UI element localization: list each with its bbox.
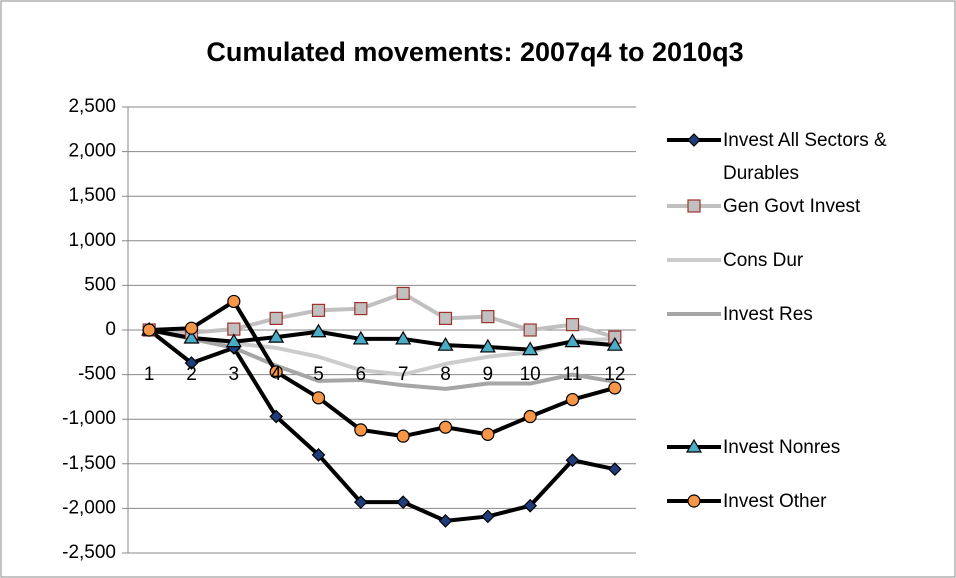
y-tick-label: -2,000 (62, 497, 116, 518)
y-tick-label: -1,000 (62, 408, 116, 429)
marker (438, 420, 453, 434)
legend-entry: Invest Nonres (665, 431, 955, 464)
legend-label: Invest Res (723, 304, 813, 325)
legend-entry: Invest Other (665, 485, 955, 518)
marker (184, 321, 199, 335)
marker (142, 323, 156, 337)
x-tick-label: 1 (144, 364, 155, 385)
x-tick-label: 7 (398, 364, 409, 385)
marker (607, 462, 622, 477)
marker (395, 330, 412, 345)
legend-label: Cons Dur (723, 250, 804, 271)
marker (438, 311, 453, 326)
x-tick-label: 12 (604, 364, 625, 385)
marker (522, 341, 539, 356)
marker (396, 429, 410, 443)
marker (227, 322, 241, 336)
legend-swatch (667, 258, 721, 262)
chart-title: Cumulated movements: 2007q4 to 2010q3 (206, 37, 743, 67)
marker (311, 391, 326, 405)
x-tick-label: 11 (563, 364, 583, 385)
marker (227, 294, 241, 309)
x-tick-label: 9 (483, 364, 494, 385)
series-line (149, 291, 616, 340)
legend-entry: Invest All Sectors & Durables (665, 124, 955, 190)
marker (396, 286, 410, 301)
marker (353, 495, 368, 510)
legend-label: Invest All Sectors & Durables (723, 130, 887, 184)
legend-entry: Cons Dur (665, 244, 955, 277)
marker (565, 392, 580, 407)
marker (687, 133, 701, 147)
marker (183, 329, 200, 344)
marker (608, 381, 622, 395)
x-tick-label: 3 (229, 364, 240, 385)
legend-entry: Invest Res (665, 298, 955, 331)
legend-swatch (667, 494, 721, 508)
marker (225, 333, 242, 348)
y-tick-label: -500 (78, 364, 116, 385)
marker (310, 323, 327, 338)
legend: Invest All Sectors & Durables Gen Govt In… (665, 124, 955, 518)
y-tick-label: 2,000 (68, 141, 116, 162)
y-tick-label: 1,500 (68, 185, 116, 206)
marker (354, 301, 368, 316)
marker (565, 453, 580, 468)
legend-swatch (667, 133, 721, 147)
x-tick-label: 2 (186, 364, 197, 385)
marker (184, 356, 199, 370)
marker (564, 333, 581, 348)
y-tick-label: 2,500 (68, 96, 116, 117)
y-tick-label: -2,500 (62, 542, 116, 563)
x-tick-label: 4 (271, 364, 282, 385)
marker (687, 199, 701, 213)
x-tick-label: 8 (440, 364, 451, 385)
marker (480, 509, 495, 524)
marker (565, 318, 580, 332)
marker (437, 336, 454, 351)
marker (269, 311, 283, 326)
marker (687, 494, 701, 508)
marker (311, 448, 326, 462)
marker (268, 328, 285, 343)
marker (481, 310, 495, 324)
marker (269, 409, 284, 424)
x-tick-label: 10 (520, 364, 541, 385)
legend-label: Gen Govt Invest (723, 196, 861, 217)
marker (523, 409, 537, 424)
y-tick-label: 0 (105, 319, 116, 340)
marker (685, 438, 703, 453)
legend-label: Invest Other (723, 491, 827, 512)
marker (479, 338, 496, 353)
y-tick-label: 500 (84, 274, 116, 295)
marker (311, 303, 326, 317)
y-tick-label: 1,000 (68, 230, 116, 251)
marker (481, 427, 495, 441)
series-line (147, 328, 616, 523)
marker (523, 498, 538, 513)
legend-label: Invest Nonres (723, 437, 841, 458)
x-tick-label: 6 (356, 364, 367, 385)
marker (396, 495, 411, 510)
legend-swatch (667, 312, 721, 316)
marker (523, 323, 537, 337)
marker (438, 514, 453, 528)
marker (352, 330, 369, 345)
legend-swatch (667, 199, 721, 213)
y-tick-label: -1,500 (62, 453, 116, 474)
marker (354, 423, 368, 437)
marker (269, 365, 283, 379)
series-line (148, 328, 616, 352)
legend-entry: Gen Govt Invest (665, 190, 955, 223)
legend-swatch (667, 438, 721, 453)
x-tick-label: 5 (313, 364, 324, 385)
marker (606, 336, 623, 351)
series-line (149, 299, 616, 439)
